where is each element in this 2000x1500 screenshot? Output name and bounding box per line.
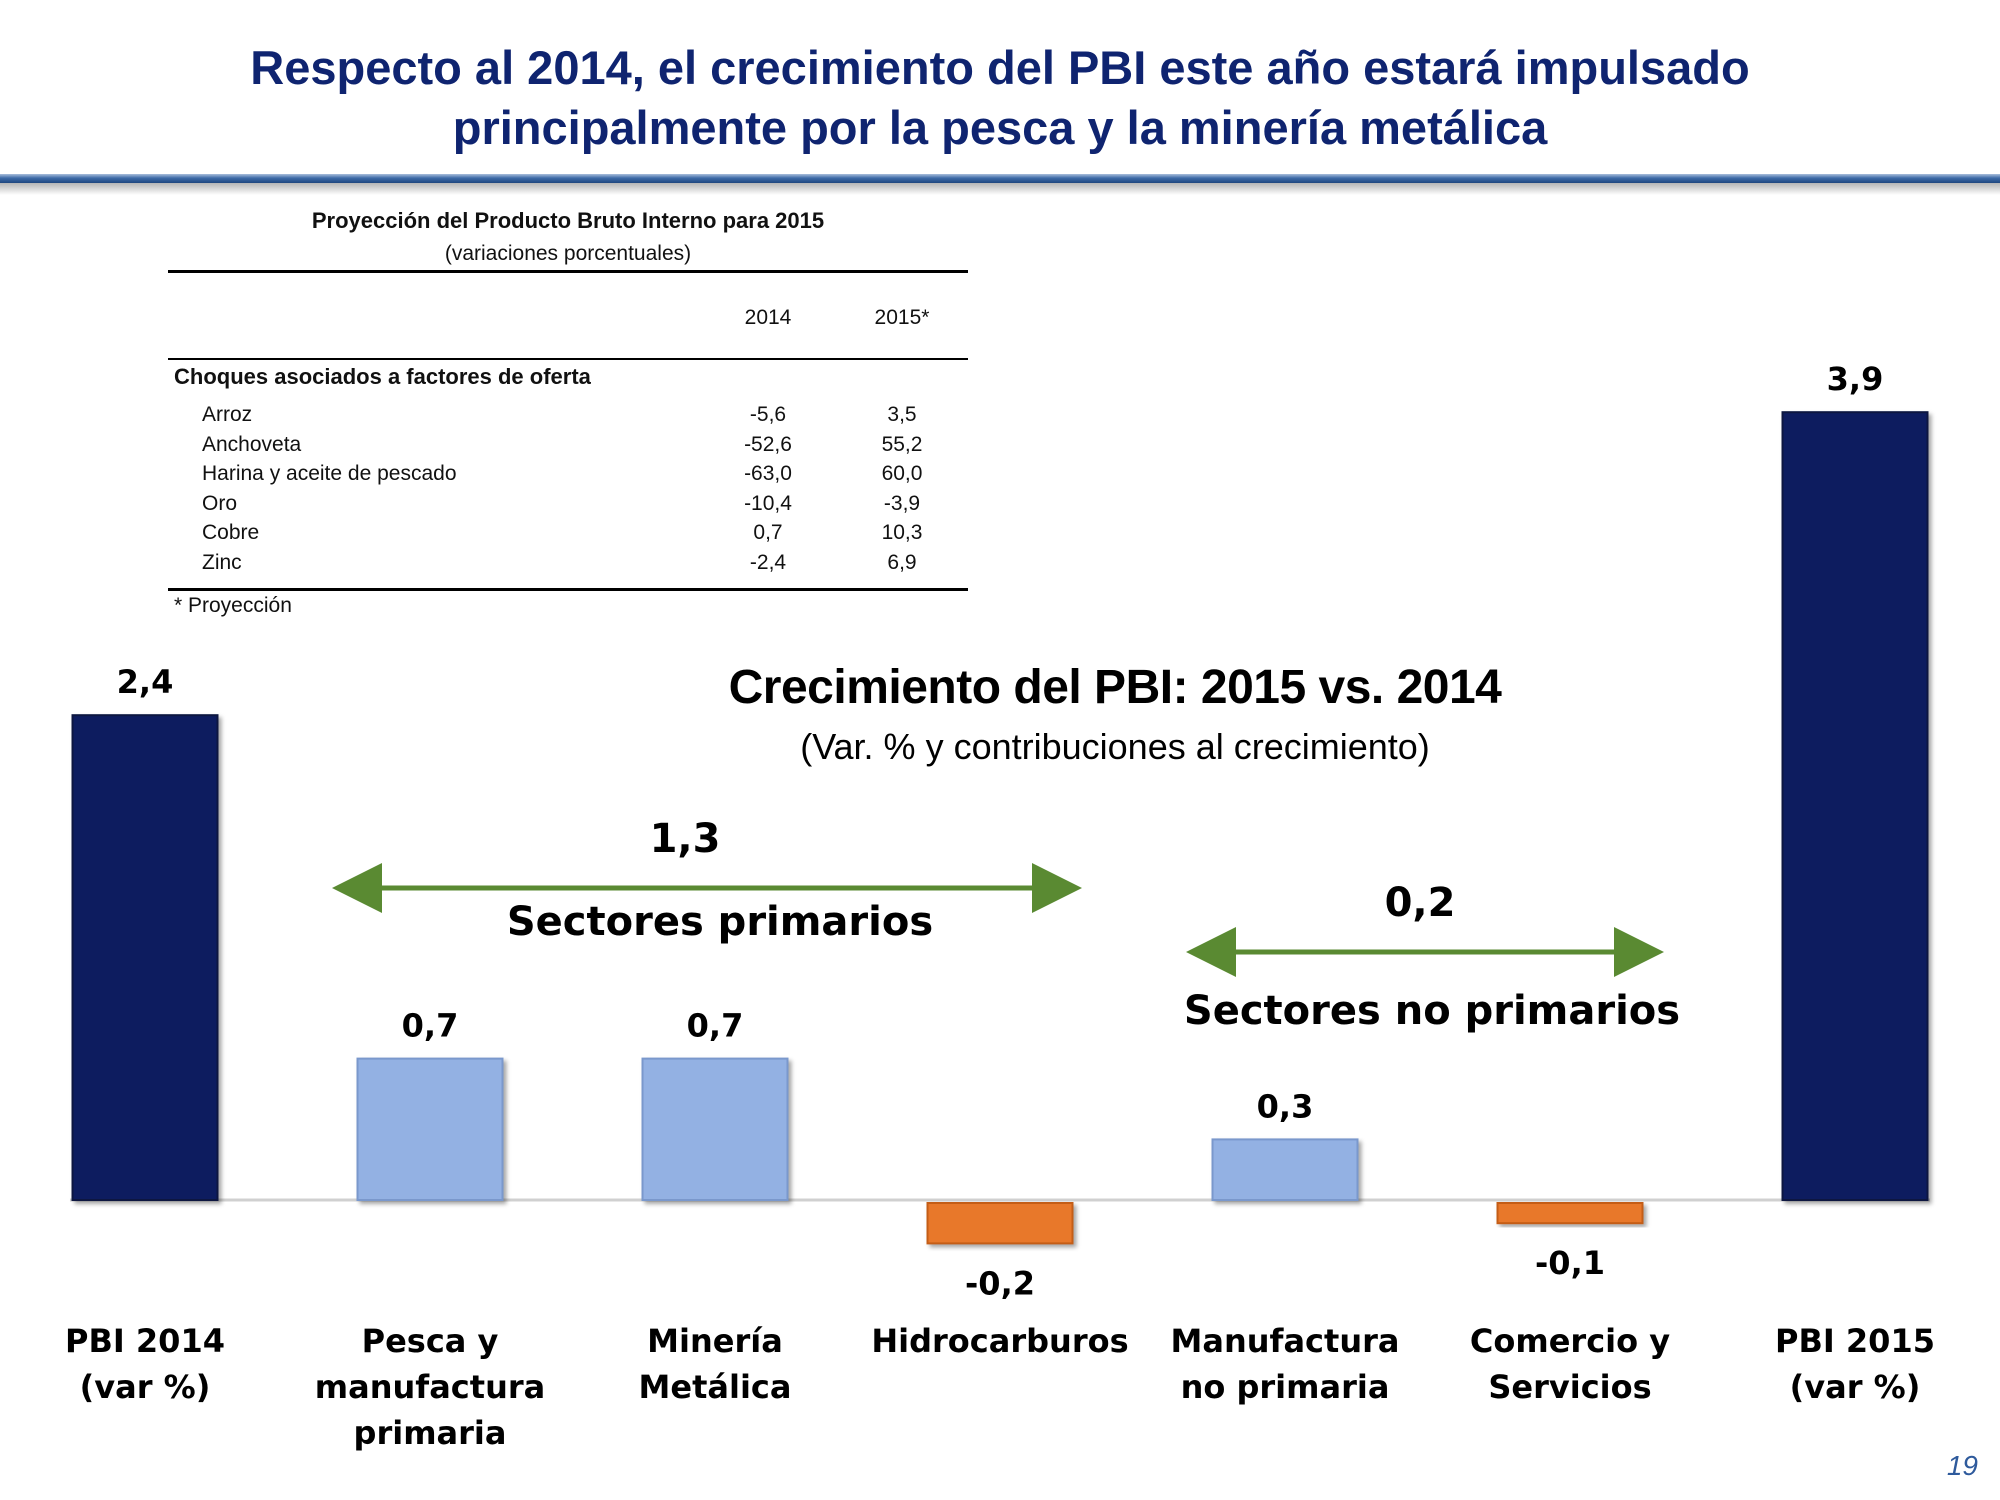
slide-title-line1: Respecto al 2014, el crecimiento del PBI… <box>250 41 1750 94</box>
group-value-label-1: 0,2 <box>1385 880 1456 926</box>
table-row-2015: 6,9 <box>887 550 917 574</box>
table-row-label: Zinc <box>202 550 242 574</box>
table-section-label: Choques asociados a factores de oferta <box>174 364 591 389</box>
bar-value-label-0: 2,4 <box>117 663 174 701</box>
category-label-4-1: no primaria <box>1181 1368 1390 1406</box>
table-row-label: Oro <box>202 491 238 515</box>
table-subtitle: (variaciones porcentuales) <box>444 242 692 265</box>
slide-title-line2: principalmente por la pesca y la minería… <box>452 101 1548 154</box>
bar-value-label-2: 0,7 <box>687 1007 744 1045</box>
table-row-2015: 3,5 <box>887 403 917 426</box>
category-label-1-0: Pesca y <box>362 1322 499 1360</box>
bar-4 <box>1211 1138 1359 1202</box>
chart-title: Crecimiento del PBI: 2015 vs. 2014 <box>728 661 1502 714</box>
table-row-label: Anchoveta <box>202 432 302 456</box>
table-row-label: Harina y aceite de pescado <box>202 462 457 485</box>
table-header-2015: 2015* <box>874 306 930 329</box>
bar-3 <box>926 1202 1074 1245</box>
table-bottom-rule <box>168 588 968 591</box>
bar-value-label-1: 0,7 <box>402 1007 459 1045</box>
table-header-rule <box>168 358 968 360</box>
table-row-2014: -52,6 <box>744 432 792 456</box>
category-label-5-1: Servicios <box>1488 1368 1651 1406</box>
table-row-2014: -2,4 <box>749 550 787 574</box>
bar-5 <box>1496 1202 1644 1225</box>
table-row-label: Arroz <box>202 403 253 426</box>
bar-value-label-5: -0,1 <box>1535 1244 1605 1282</box>
group-label-0: Sectores primarios <box>507 899 933 945</box>
bar-value-label-3: -0,2 <box>965 1264 1035 1302</box>
page-number: 19 <box>1946 1450 1978 1481</box>
table-row-2015: 10,3 <box>881 521 923 544</box>
table-note: * Proyección <box>174 594 292 617</box>
title-divider <box>0 174 2000 183</box>
category-label-6-1: (var %) <box>1790 1368 1921 1406</box>
category-label-0-0: PBI 2014 <box>65 1322 225 1360</box>
table-top-rule <box>168 270 968 273</box>
bar-1 <box>356 1057 504 1201</box>
category-label-0-1: (var %) <box>80 1368 211 1406</box>
bar-6 <box>1781 411 1929 1201</box>
table-row-2014: -5,6 <box>749 403 787 426</box>
table-row-2015: 55,2 <box>881 432 923 456</box>
category-label-1-1: manufactura <box>315 1368 545 1406</box>
table-title: Proyección del Producto Bruto Interno pa… <box>311 208 825 233</box>
bar-value-label-4: 0,3 <box>1257 1087 1314 1125</box>
category-label-2-0: Minería <box>647 1322 783 1360</box>
category-label-6-0: PBI 2015 <box>1775 1322 1935 1360</box>
table-row-2014: -10,4 <box>744 491 792 515</box>
title-divider-shadow <box>0 183 2000 195</box>
category-label-1-2: primaria <box>354 1414 507 1452</box>
table-row-2014: 0,7 <box>753 521 783 544</box>
chart-subtitle: (Var. % y contribuciones al crecimiento) <box>800 726 1430 767</box>
table-row-2015: 60,0 <box>881 462 923 485</box>
table-row-label: Cobre <box>202 521 260 544</box>
slide-title: Respecto al 2014, el crecimiento del PBI… <box>0 38 2000 158</box>
category-label-3-0: Hidrocarburos <box>871 1322 1128 1360</box>
bar-0 <box>71 714 219 1201</box>
table-header-2014: 2014 <box>744 306 792 329</box>
table-row-2014: -63,0 <box>744 462 792 485</box>
group-label-1: Sectores no primarios <box>1184 988 1680 1034</box>
category-label-2-1: Metálica <box>639 1368 792 1406</box>
bar-value-label-6: 3,9 <box>1827 360 1884 398</box>
category-label-4-0: Manufactura <box>1171 1322 1400 1360</box>
group-value-label-0: 1,3 <box>650 816 721 862</box>
bar-2 <box>641 1057 789 1201</box>
category-label-5-0: Comercio y <box>1470 1322 1670 1360</box>
table-row-2015: -3,9 <box>883 491 921 515</box>
